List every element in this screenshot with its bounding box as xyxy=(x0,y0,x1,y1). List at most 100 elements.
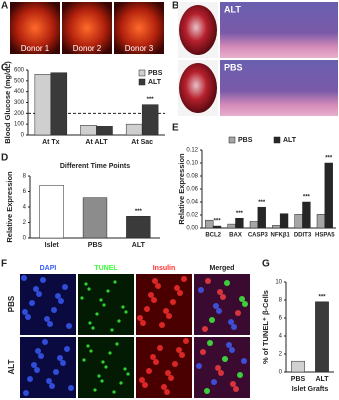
y-tick-label: 6 xyxy=(279,316,283,322)
bar xyxy=(34,74,52,136)
y-tick-label: 8 xyxy=(279,298,283,304)
significance: *** xyxy=(147,97,155,103)
micrograph xyxy=(194,337,250,398)
image-label: PBS xyxy=(224,62,243,72)
bar xyxy=(316,214,326,229)
significance: *** xyxy=(325,156,333,162)
cell xyxy=(159,322,165,328)
cell xyxy=(91,326,95,330)
cell xyxy=(174,285,180,291)
y-tick-label: 0 xyxy=(279,370,283,376)
significance: *** xyxy=(135,209,143,215)
cell xyxy=(51,307,57,313)
x-tick-label: PBS xyxy=(88,242,103,249)
bar xyxy=(294,214,303,229)
cell xyxy=(84,282,88,286)
bar xyxy=(80,125,97,136)
cell xyxy=(86,344,90,348)
cell xyxy=(144,306,150,312)
cell xyxy=(36,291,42,297)
column-label: Merged xyxy=(210,265,235,272)
y-tick-label: 0.10 xyxy=(186,161,198,167)
y-tick-label: 2 xyxy=(279,352,283,358)
cell xyxy=(151,297,157,303)
cell xyxy=(146,368,152,374)
cell xyxy=(165,370,171,376)
cell xyxy=(205,278,211,284)
cell xyxy=(23,390,29,396)
bar xyxy=(315,301,329,373)
kidney xyxy=(179,5,217,55)
cell xyxy=(241,358,247,364)
cell xyxy=(80,296,84,300)
cell xyxy=(226,342,232,348)
cell xyxy=(57,355,63,361)
cell xyxy=(33,286,39,292)
bar xyxy=(39,185,64,239)
y-tick-label: 10 xyxy=(275,280,282,286)
y-axis-label: % of TUNEL⁺ β-Cells xyxy=(261,290,270,364)
y-tick-label: 400 xyxy=(14,89,25,95)
y-tick-label: 0.06 xyxy=(186,187,198,193)
panel-letter: F xyxy=(1,259,7,270)
x-tick-label: ALT xyxy=(132,242,146,249)
bar xyxy=(82,197,108,239)
cell xyxy=(95,312,99,316)
cell xyxy=(172,361,178,367)
cell xyxy=(110,328,114,332)
cell xyxy=(177,290,183,296)
cell xyxy=(34,367,40,373)
cell xyxy=(25,314,31,320)
cell xyxy=(239,296,245,302)
x-tick-label: HSPA5 xyxy=(315,233,335,239)
image-label: Donor 1 xyxy=(21,44,50,53)
x-axis-label: Islet Grafts xyxy=(292,386,329,393)
islet-image xyxy=(62,2,112,54)
cell xyxy=(209,317,215,323)
significance: *** xyxy=(318,294,326,300)
cell xyxy=(242,301,248,307)
bar xyxy=(141,104,159,136)
cell xyxy=(44,316,50,322)
cell xyxy=(29,300,35,306)
panel-letter: C xyxy=(1,63,8,74)
cell xyxy=(55,293,61,299)
panel-letter: A xyxy=(1,1,8,12)
cell xyxy=(58,298,64,304)
bar xyxy=(125,123,143,136)
cell xyxy=(112,390,116,394)
column-label: Insulin xyxy=(153,265,176,272)
cell xyxy=(229,347,235,353)
panel-letter: G xyxy=(262,259,270,270)
cell xyxy=(137,315,143,321)
cell xyxy=(140,320,146,326)
cell xyxy=(163,308,169,314)
x-tick-label: CASP3 xyxy=(248,233,269,239)
cell xyxy=(220,294,226,300)
cell xyxy=(204,388,210,394)
legend-label: ALT xyxy=(283,137,297,144)
row-label: PBS xyxy=(7,295,16,312)
bar xyxy=(324,162,333,229)
cell xyxy=(64,346,70,352)
cell xyxy=(21,275,27,281)
image-label: Donor 3 xyxy=(125,44,154,53)
cell xyxy=(40,277,46,283)
x-tick-label: At ALT xyxy=(85,139,108,146)
significance: *** xyxy=(236,211,244,217)
bar xyxy=(212,225,222,229)
cell xyxy=(62,284,68,290)
cell xyxy=(161,384,167,390)
cell xyxy=(198,287,204,293)
islet-image xyxy=(114,2,164,54)
cell xyxy=(153,359,159,365)
islet-image xyxy=(10,2,60,54)
y-tick-label: 500 xyxy=(14,78,25,84)
micrograph xyxy=(194,274,250,335)
cell xyxy=(27,376,33,382)
cell xyxy=(233,386,239,392)
cell xyxy=(155,283,161,289)
cell xyxy=(82,358,86,362)
bar xyxy=(205,219,214,229)
